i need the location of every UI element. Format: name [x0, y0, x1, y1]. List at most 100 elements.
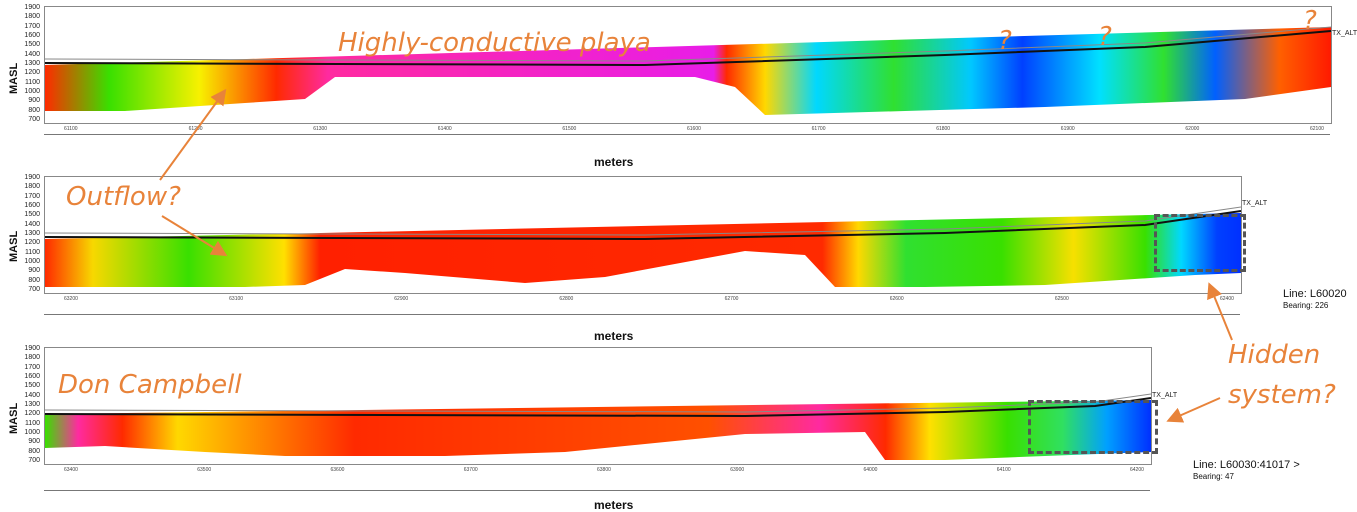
- x-tick-label: 63600: [330, 467, 345, 473]
- y-tick-label: 1000: [24, 258, 40, 265]
- line-id: Line: L60030:41017 >: [1193, 459, 1300, 471]
- x-tick-label: 63700: [463, 467, 478, 473]
- y-tick-label: 1600: [24, 202, 40, 209]
- x-tick-label: 61700: [811, 126, 826, 132]
- x-tick-labels: 63400 63500 63600 63700 63800 63900 64000 64100…: [44, 467, 1150, 475]
- section-panel-3: MASL 1900 1800 1700 1600 1500 1400 1300 1200 110…: [0, 344, 1357, 512]
- y-tick-label: 1000: [24, 429, 40, 436]
- x-axis-line: [44, 490, 1150, 491]
- x-tick-label: 61200: [188, 126, 203, 132]
- y-tick-label: 1700: [24, 192, 40, 200]
- x-tick-label: 64200: [1130, 467, 1144, 473]
- resistivity-section-3: [45, 393, 1151, 460]
- line-id: Line: L60020: [1283, 288, 1347, 300]
- x-tick-label: 61900: [1060, 126, 1075, 132]
- x-axis-line: [44, 314, 1240, 315]
- x-tick-label: 62900: [394, 296, 409, 302]
- x-tick-label: 62100: [1310, 126, 1324, 132]
- y-tick-label: 700: [28, 457, 40, 464]
- tx-alt-label: TX_ALT: [1242, 200, 1268, 207]
- y-tick-label: 700: [28, 116, 40, 123]
- x-tick-label: 62400: [1220, 296, 1234, 302]
- y-tick-label: 1900: [24, 345, 40, 352]
- y-tick-label: 700: [28, 286, 40, 293]
- x-axis-line: [44, 134, 1330, 135]
- y-tick-label: 1800: [24, 354, 40, 362]
- y-tick-label: 1500: [24, 41, 40, 49]
- y-tick-label: 1200: [24, 69, 40, 77]
- question-mark-3: ?: [1303, 6, 1317, 36]
- y-tick-label: 800: [28, 447, 40, 455]
- x-tick-label: 63200: [64, 296, 78, 302]
- y-tick-label: 1200: [24, 410, 40, 418]
- x-tick-label: 63900: [730, 467, 745, 473]
- y-tick-label: 1700: [24, 22, 40, 30]
- y-tick-label: 1400: [24, 220, 40, 228]
- y-tick-label: 1300: [24, 60, 40, 67]
- x-tick-label: 62700: [724, 296, 739, 302]
- y-tick-label: 900: [28, 438, 40, 446]
- x-tick-label: 61600: [687, 126, 701, 132]
- section-panel-1: MASL 1900 1800 1700 1600 1500 1400 1300 1200 110…: [0, 0, 1357, 172]
- bearing: Bearing: 47: [1193, 472, 1234, 481]
- y-tick-label: 1800: [24, 183, 40, 191]
- hidden-system-box-2: [1154, 214, 1246, 272]
- y-tick-label: 1100: [24, 248, 40, 256]
- question-mark-1: ?: [998, 26, 1012, 56]
- resistivity-plot-3: [44, 347, 1152, 465]
- resistivity-plot-1: [44, 6, 1332, 124]
- resistivity-section-1: [45, 26, 1331, 115]
- x-axis-label: meters: [594, 155, 634, 169]
- y-tick-label: 1900: [24, 4, 40, 11]
- bearing: Bearing: 226: [1283, 301, 1329, 310]
- x-tick-label: 61400: [437, 126, 452, 132]
- x-tick-label: 62600: [889, 296, 904, 302]
- section-panel-2: MASL 1900 1800 1700 1600 1500 1400 1300 1200 110…: [0, 172, 1357, 344]
- y-tick-label: 900: [28, 267, 40, 275]
- y-tick-label: 1800: [24, 13, 40, 21]
- hidden-system-box-3: [1028, 400, 1158, 454]
- x-tick-label: 61500: [562, 126, 577, 132]
- x-tick-label: 63500: [197, 467, 212, 473]
- x-tick-label: 64100: [996, 467, 1011, 473]
- y-tick-label: 800: [28, 276, 40, 284]
- don-campbell-annotation: Don Campbell: [58, 370, 242, 400]
- tx-alt-label: TX_ALT: [1152, 392, 1178, 399]
- y-tick-label: 1400: [24, 50, 40, 58]
- y-tick-label: 900: [28, 97, 40, 105]
- x-tick-labels: 63200 63100 62900 62800 62700 62600 62500 62400: [44, 296, 1240, 304]
- y-tick-label: 1900: [24, 174, 40, 181]
- x-tick-label: 63800: [597, 467, 611, 473]
- y-tick-label: 1600: [24, 32, 40, 39]
- x-tick-label: 62000: [1185, 126, 1200, 132]
- playa-annotation: Highly-conductive playa: [338, 28, 651, 58]
- x-axis-label: meters: [594, 498, 634, 512]
- x-tick-label: 63400: [64, 467, 78, 473]
- x-axis-label: meters: [594, 329, 634, 343]
- x-tick-label: 61100: [64, 126, 78, 132]
- resistivity-plot-2: [44, 176, 1242, 294]
- y-tick-label: 1300: [24, 230, 40, 237]
- y-tick-label: 1300: [24, 401, 40, 408]
- y-tick-label: 1600: [24, 373, 40, 380]
- y-tick-label: 1500: [24, 382, 40, 390]
- y-tick-label: 1000: [24, 88, 40, 95]
- outflow-annotation: Outflow?: [66, 182, 181, 212]
- x-tick-label: 64000: [863, 467, 878, 473]
- y-tick-label: 1400: [24, 391, 40, 399]
- x-tick-label: 63100: [229, 296, 244, 302]
- hidden-system-annotation-line2: system?: [1228, 380, 1336, 410]
- x-tick-label: 61800: [936, 126, 951, 132]
- x-tick-label: 62800: [559, 296, 574, 302]
- x-tick-label: 61300: [313, 126, 328, 132]
- y-tick-label: 1100: [24, 419, 40, 427]
- y-tick-label: 1100: [24, 78, 40, 86]
- hidden-system-annotation-line1: Hidden: [1228, 340, 1321, 370]
- x-tick-labels: 61100 61200 61300 61400 61500 61600 61700 61800…: [44, 126, 1330, 134]
- x-tick-label: 62500: [1054, 296, 1069, 302]
- y-tick-label: 1700: [24, 363, 40, 371]
- y-tick-label: 1200: [24, 239, 40, 247]
- tx-alt-label: TX_ALT: [1332, 30, 1357, 37]
- y-tick-label: 800: [28, 106, 40, 114]
- resistivity-section-2: [45, 206, 1241, 287]
